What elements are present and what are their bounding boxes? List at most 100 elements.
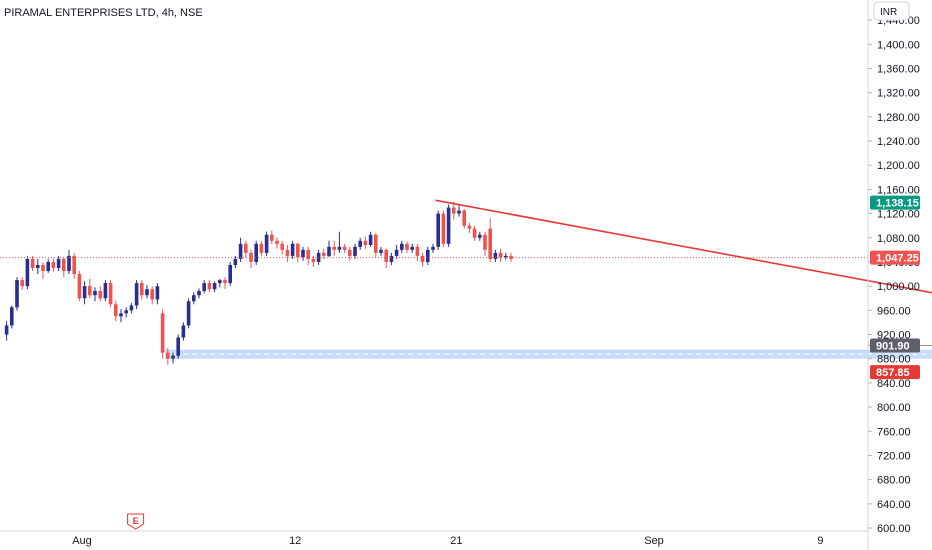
price-tick-label: 720.00 [877, 450, 911, 462]
candle-body [275, 240, 279, 244]
candle-body [30, 258, 35, 268]
candle-body [244, 243, 248, 253]
candle-body [441, 213, 446, 244]
candle [228, 261, 232, 287]
candle-body [119, 313, 123, 317]
candles-layer [4, 201, 513, 365]
candle-body [181, 325, 186, 338]
candle [72, 252, 76, 279]
candle [337, 231, 342, 253]
candle-body [478, 234, 482, 238]
currency-button[interactable]: INR [873, 1, 910, 21]
candle-body [285, 249, 290, 256]
candle-body [15, 280, 19, 308]
candle-body [410, 246, 414, 250]
candle [129, 303, 134, 314]
price-tick-label: 880.00 [877, 354, 911, 366]
candle [275, 237, 279, 249]
candle-body [322, 252, 326, 256]
price-tag-box [870, 250, 920, 265]
candle-body [498, 252, 503, 258]
candle-body [166, 352, 170, 359]
candle-body [41, 264, 45, 272]
price-tick-label: 760.00 [877, 426, 911, 438]
candle [140, 280, 144, 300]
earnings-marker[interactable]: E [127, 513, 145, 530]
time-tick-label: 21 [450, 535, 462, 547]
candle-body [103, 283, 108, 299]
chart-title: PIRAMAL ENTERPRISES LTD, 4h, NSE [4, 7, 203, 19]
candle-body [467, 225, 472, 229]
candle-body [4, 325, 9, 335]
candle-body [77, 274, 82, 299]
candle [181, 322, 186, 341]
candle-body [259, 243, 264, 253]
currency-label: INR [880, 7, 897, 18]
earnings-label: E [133, 516, 139, 526]
candle [311, 255, 316, 267]
price-tick-label: 1,400.00 [877, 39, 920, 51]
price-tag-label: 857.85 [876, 367, 910, 379]
candle-body [145, 289, 149, 296]
candle-body [46, 261, 50, 272]
candle [218, 278, 222, 288]
candle [212, 281, 217, 293]
candle [431, 243, 435, 253]
price-tag-box [870, 338, 920, 353]
price-tick-label: 600.00 [877, 523, 911, 535]
price-tick-label: 840.00 [877, 378, 911, 390]
candle [400, 240, 404, 253]
candle-body [462, 210, 466, 226]
candle [280, 240, 284, 255]
candle [405, 241, 409, 253]
time-tick-label: Aug [72, 535, 92, 547]
candle-body [88, 286, 92, 296]
candle [77, 271, 82, 302]
candle [420, 252, 425, 267]
candle [483, 231, 487, 256]
price-tick-label: 1,360.00 [877, 63, 920, 75]
candle [223, 277, 227, 290]
candle-body [254, 243, 258, 262]
candle [342, 243, 347, 253]
candle-body [67, 255, 71, 272]
candle-body [363, 240, 368, 246]
candle-body [384, 249, 388, 262]
candle [270, 230, 274, 244]
candle-body [431, 246, 435, 250]
price-tag-box [870, 195, 920, 210]
candle [452, 201, 456, 220]
price-tick-label: 1,200.00 [877, 160, 920, 172]
candle [41, 261, 45, 279]
candle-body [233, 258, 238, 265]
time-axis[interactable]: Aug1221Sep923Oct14 [72, 535, 932, 547]
candle-body [56, 258, 61, 268]
candle [488, 218, 492, 262]
candle [363, 236, 368, 249]
candle-body [197, 290, 201, 296]
price-tag-entry: 901.90 [870, 338, 920, 353]
candle [46, 258, 50, 273]
candle-body [342, 246, 347, 250]
candle [62, 257, 66, 278]
candle [25, 255, 30, 290]
candle [353, 243, 357, 259]
candle [36, 258, 40, 275]
candle-body [301, 249, 305, 258]
candle-body [264, 234, 269, 253]
price-tick-label: 1,240.00 [877, 136, 920, 148]
price-tag-target: 1,138.15 [870, 195, 920, 210]
candle [478, 231, 482, 241]
candle [462, 208, 466, 229]
time-tick-label: Sep [644, 535, 664, 547]
candle [124, 307, 128, 318]
price-tag-last: 1,047.25 [870, 250, 920, 265]
candle [186, 298, 191, 329]
candle-body [51, 261, 56, 268]
candle [290, 240, 295, 259]
price-tag-label: 1,138.15 [876, 198, 919, 210]
candle-body [311, 258, 316, 262]
trendline[interactable] [435, 199, 932, 345]
candle [441, 210, 446, 247]
